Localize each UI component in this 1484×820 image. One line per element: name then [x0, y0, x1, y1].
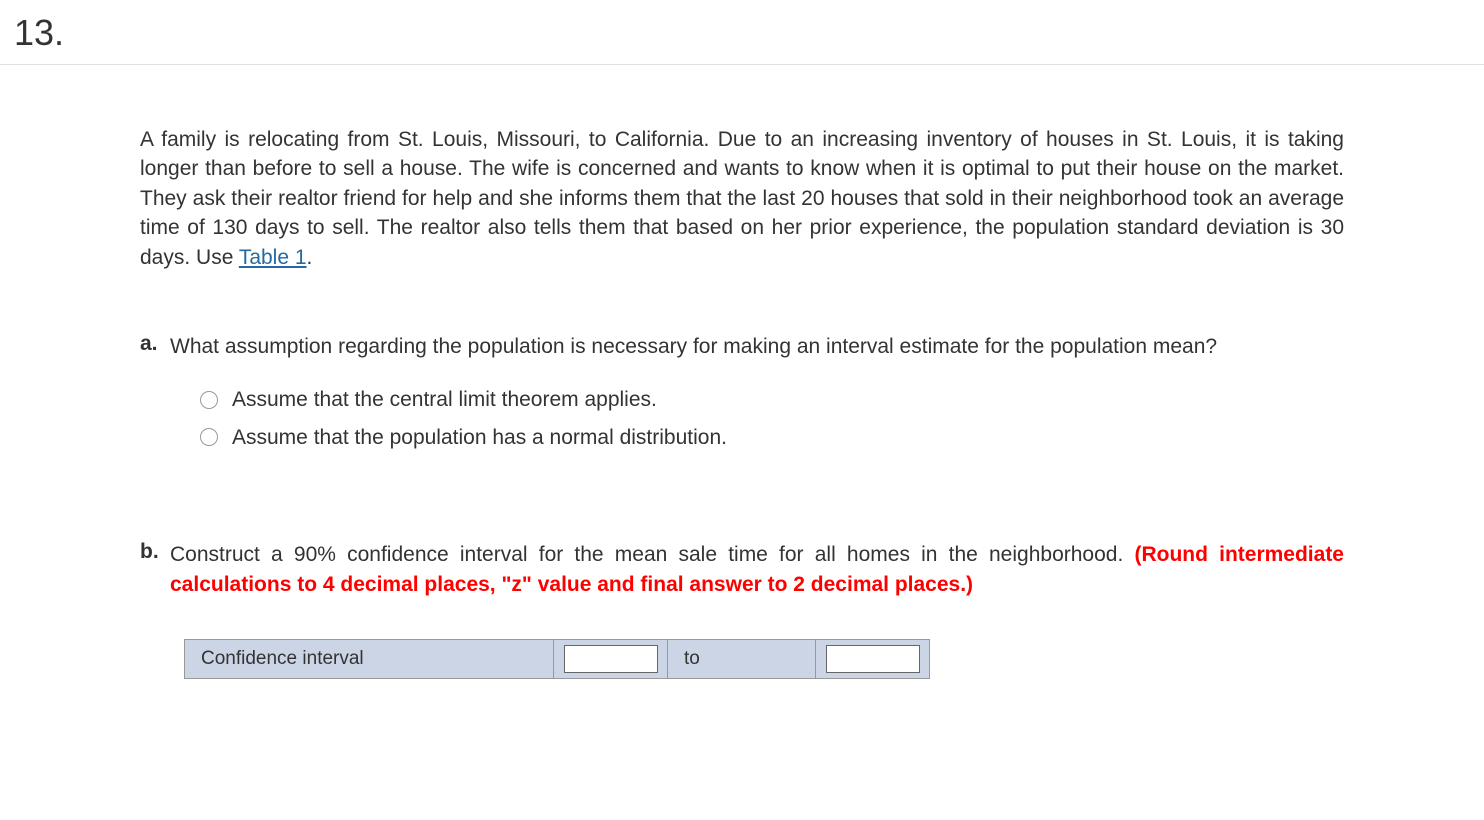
radio-button-icon[interactable] [200, 391, 218, 409]
ci-label-cell: Confidence interval [184, 639, 554, 679]
confidence-interval-table: Confidence interval to [184, 639, 1344, 679]
ci-lower-cell [554, 639, 668, 679]
table-1-link[interactable]: Table 1 [239, 246, 307, 269]
radio-option-2[interactable]: Assume that the population has a normal … [200, 423, 1344, 452]
part-a-label: a. [140, 332, 170, 460]
ci-upper-input[interactable] [826, 645, 920, 673]
content-wrapper: A family is relocating from St. Louis, M… [0, 65, 1484, 719]
radio-group-a: Assume that the central limit theorem ap… [200, 385, 1344, 452]
intro-text-1: A family is relocating from St. Louis, M… [140, 128, 1344, 269]
part-b-question: Construct a 90% confidence interval for … [170, 543, 1134, 566]
part-a-content: What assumption regarding the population… [170, 332, 1344, 460]
radio-label-2: Assume that the population has a normal … [232, 423, 727, 452]
radio-label-1: Assume that the central limit theorem ap… [232, 385, 657, 414]
question-number: 13. [0, 0, 1484, 64]
part-b-label: b. [140, 540, 170, 599]
intro-text-2: . [307, 246, 313, 269]
radio-button-icon[interactable] [200, 428, 218, 446]
ci-to-cell: to [668, 639, 816, 679]
part-a: a. What assumption regarding the populat… [140, 332, 1344, 460]
ci-upper-cell [816, 639, 930, 679]
ci-lower-input[interactable] [564, 645, 658, 673]
radio-option-1[interactable]: Assume that the central limit theorem ap… [200, 385, 1344, 414]
part-b: b. Construct a 90% confidence interval f… [140, 540, 1344, 599]
part-b-content: Construct a 90% confidence interval for … [170, 540, 1344, 599]
part-a-question: What assumption regarding the population… [170, 335, 1217, 358]
intro-paragraph: A family is relocating from St. Louis, M… [140, 125, 1344, 272]
